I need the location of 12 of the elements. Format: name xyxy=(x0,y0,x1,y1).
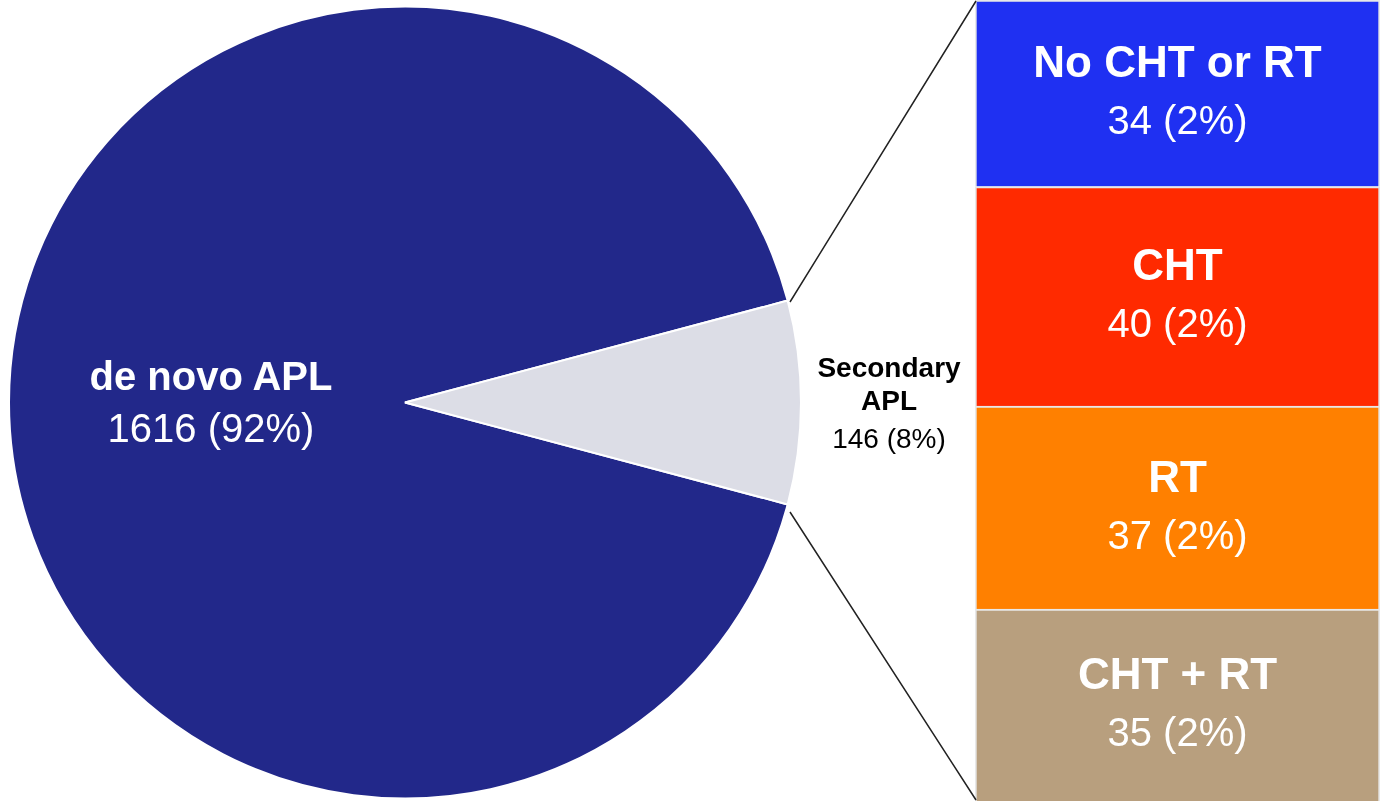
data-label: 146 (8%) xyxy=(832,422,946,454)
series-label: CHT xyxy=(1132,240,1223,290)
data-label: 40 (2%) xyxy=(1107,301,1248,346)
series-label: No CHT or RT xyxy=(1033,37,1322,87)
series-label: RT xyxy=(1148,451,1207,501)
slice-label: Secondary APL xyxy=(817,351,962,417)
data-label: 1616 (92%) xyxy=(107,405,315,450)
data-label: 37 (2%) xyxy=(1107,512,1248,557)
slice-label: de novo APL xyxy=(89,353,333,398)
data-label: 34 (2%) xyxy=(1107,98,1248,143)
data-label: 35 (2%) xyxy=(1107,710,1248,755)
series-label: CHT + RT xyxy=(1077,649,1278,699)
